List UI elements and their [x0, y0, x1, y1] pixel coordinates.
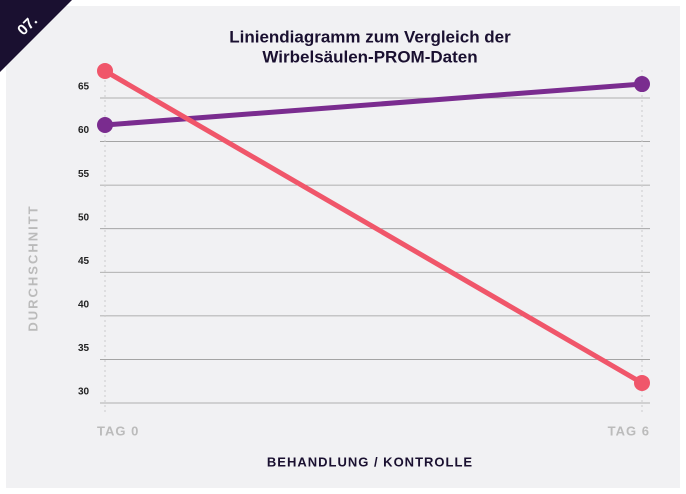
x-axis-label: BEHANDLUNG / KONTROLLE	[267, 454, 473, 469]
y-tick-label: 35	[78, 343, 90, 354]
y-tick-label: 60	[78, 125, 90, 136]
panel	[6, 6, 680, 488]
point	[634, 374, 650, 391]
y-tick-label: 55	[78, 169, 90, 180]
chart-title: Liniendiagramm zum Vergleich der	[229, 27, 511, 46]
badge-corner	[0, 0, 72, 72]
y-tick-label: 50	[78, 212, 90, 223]
point	[97, 116, 113, 133]
x-tick-label: TAG 0	[97, 423, 139, 438]
y-tick-label: 30	[78, 387, 90, 398]
y-axis-label: DURCHSCHNITT	[25, 204, 40, 331]
x-tick-label: TAG 6	[608, 423, 650, 438]
y-tick-label: 40	[78, 299, 90, 310]
series-line	[103, 68, 644, 386]
y-tick-label: 65	[78, 82, 90, 93]
series-line	[104, 81, 643, 128]
chart-title: Wirbelsäulen-PROM-Daten	[262, 47, 477, 66]
point	[634, 76, 650, 93]
y-tick-label: 45	[78, 256, 90, 267]
point	[97, 62, 113, 79]
